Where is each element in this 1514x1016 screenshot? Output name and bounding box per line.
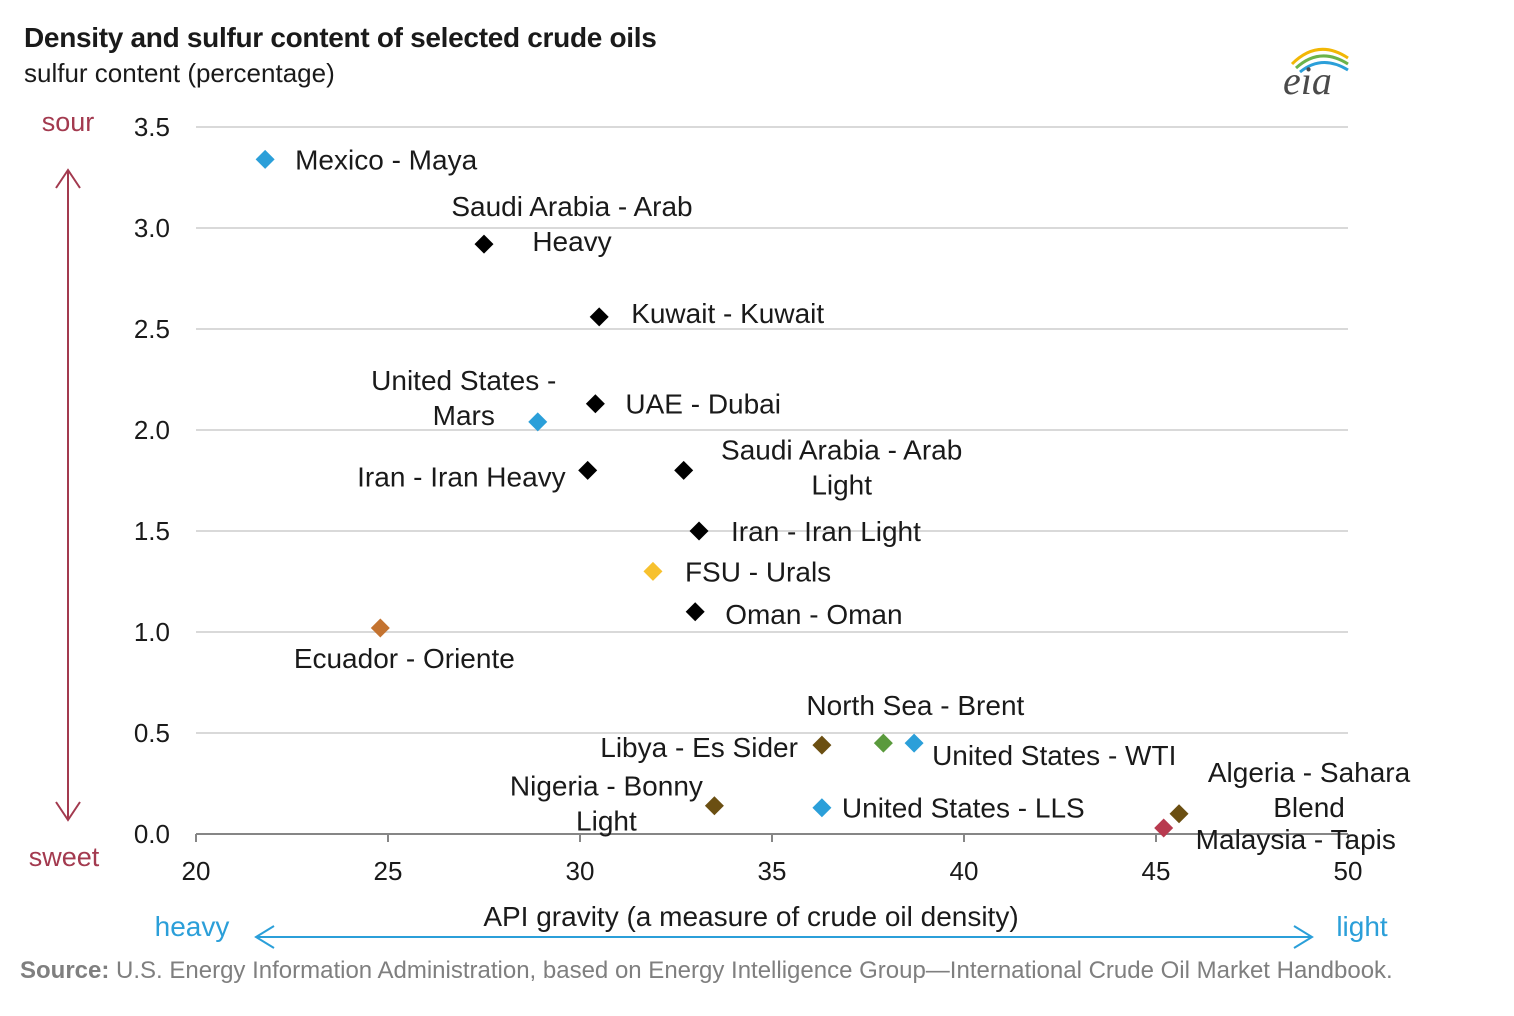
arrow-left-head (254, 925, 275, 949)
heavy-label: heavy (155, 911, 230, 942)
data-label-line: United States - WTI (932, 740, 1176, 771)
data-label-line: Light (576, 806, 637, 837)
data-point-label: UAE - Dubai (625, 389, 781, 420)
x-tick-label: 35 (758, 856, 787, 886)
arrow-right-head (1293, 925, 1314, 949)
data-point-label: Iran - Iran Light (731, 516, 921, 547)
axes: 0.0 0.5 1.0 1.5 2.0 2.5 3.0 3.5 20 25 30 35 40 45 50 AP… (134, 112, 1363, 932)
data-label-line: United States - (371, 365, 556, 396)
data-point-marker (812, 798, 832, 818)
source-text: U.S. Energy Information Administration, … (116, 957, 1393, 984)
data-point-marker (585, 394, 605, 414)
data-point-marker (643, 561, 663, 581)
y-tick-label: 1.0 (134, 617, 170, 647)
chart-title: Density and sulfur content of selected c… (24, 22, 657, 53)
data-point-label: Algeria - Sahara Blend (1208, 757, 1411, 823)
data-point-marker (578, 460, 598, 480)
x-axis-label: API gravity (a measure of crude oil dens… (483, 901, 1018, 932)
chart-subtitle: sulfur content (percentage) (24, 58, 335, 88)
source-label: Source: (20, 957, 110, 984)
data-point-marker (704, 796, 724, 816)
data-point-label: United States - Mars (371, 365, 556, 431)
data-label-line: North Sea - Brent (806, 690, 1024, 721)
data-label-line: Iran - Iran Light (731, 516, 921, 547)
data-point-label: Mexico - Maya (295, 144, 477, 175)
data-point-marker (904, 733, 924, 753)
data-point-marker (685, 602, 705, 622)
data-point-label: Saudi Arabia - Arab Light (721, 434, 962, 500)
x-tick-label: 40 (950, 856, 979, 886)
data-point-label: United States - LLS (842, 793, 1085, 824)
axis-annotations: sour sweet heavy light (29, 107, 1388, 949)
data-point-marker (474, 234, 494, 254)
data-label-line: Malaysia - Tapis (1196, 824, 1396, 855)
data-label-line: Oman - Oman (725, 599, 902, 630)
data-point-label: Oman - Oman (725, 599, 902, 630)
data-label-line: Nigeria - Bonny (510, 771, 703, 802)
data-point-label: Libya - Es Sider (600, 732, 798, 763)
data-point-label: Iran - Iran Heavy (357, 461, 566, 492)
data-point-label: Saudi Arabia - Arab Heavy (451, 191, 692, 257)
sweet-label: sweet (29, 842, 100, 872)
data-point-marker (528, 412, 548, 432)
data-point-marker (1169, 804, 1189, 824)
x-tick-label: 20 (182, 856, 211, 886)
y-tick-label: 2.0 (134, 415, 170, 445)
arrow-up-head (55, 168, 81, 189)
data-point-marker (674, 460, 694, 480)
logo-arc-yellow (1290, 47, 1349, 66)
gridlines (196, 126, 1348, 734)
data-label-line: Heavy (532, 226, 611, 257)
logo-text: eia (1283, 58, 1332, 103)
y-tick-label: 0.0 (134, 819, 170, 849)
data-label-line: Mars (433, 400, 495, 431)
data-label-line: Light (811, 469, 872, 500)
sour-label: sour (42, 107, 95, 137)
eia-logo: eia (1283, 47, 1349, 103)
data-point-label: United States - WTI (932, 740, 1176, 771)
light-label: light (1336, 911, 1388, 942)
data-label-line: Saudi Arabia - Arab (721, 434, 962, 465)
data-point-marker (1154, 818, 1174, 838)
data-point-marker (370, 618, 390, 638)
data-label-line: United States - LLS (842, 793, 1085, 824)
y-tick-label: 0.5 (134, 718, 170, 748)
data-label-line: Iran - Iran Heavy (357, 461, 566, 492)
y-tick-label: 3.5 (134, 112, 170, 142)
data-label-line: UAE - Dubai (625, 389, 781, 420)
data-point-label: Ecuador - Oriente (294, 643, 515, 674)
data-label-line: Mexico - Maya (295, 144, 477, 175)
data-label-line: Libya - Es Sider (600, 732, 798, 763)
data-point-label: Kuwait - Kuwait (631, 298, 824, 329)
source-note: Source: U.S. Energy Information Administ… (20, 956, 1490, 986)
data-point-marker (812, 735, 832, 755)
data-points (255, 149, 1189, 838)
data-label-line: Blend (1273, 792, 1345, 823)
y-tick-label: 2.5 (134, 314, 170, 344)
logo-arc-blue (1299, 61, 1349, 74)
data-point-marker (589, 307, 609, 327)
arrow-down-head (55, 801, 81, 822)
data-label-line: Algeria - Sahara (1208, 757, 1411, 788)
data-point-label: FSU - Urals (685, 556, 831, 587)
data-point-marker (689, 521, 709, 541)
x-tick-label: 25 (374, 856, 403, 886)
data-labels: Mexico - Maya Saudi Arabia - Arab Heavy Kuw… (294, 144, 1411, 855)
data-label-line: Kuwait - Kuwait (631, 298, 824, 329)
data-point-label: North Sea - Brent (806, 690, 1024, 721)
data-label-line: FSU - Urals (685, 556, 831, 587)
x-tick-label: 50 (1334, 856, 1363, 886)
data-label-line: Ecuador - Oriente (294, 643, 515, 674)
data-point-label: Malaysia - Tapis (1196, 824, 1396, 855)
logo-arc-green (1294, 54, 1349, 70)
y-tick-label: 1.5 (134, 516, 170, 546)
y-tick-label: 3.0 (134, 213, 170, 243)
data-label-line: Saudi Arabia - Arab (451, 191, 692, 222)
x-tick-label: 45 (1142, 856, 1171, 886)
data-point-marker (873, 733, 893, 753)
x-tick-label: 30 (566, 856, 595, 886)
data-point-label: Nigeria - Bonny Light (510, 771, 703, 837)
data-point-marker (255, 149, 275, 169)
